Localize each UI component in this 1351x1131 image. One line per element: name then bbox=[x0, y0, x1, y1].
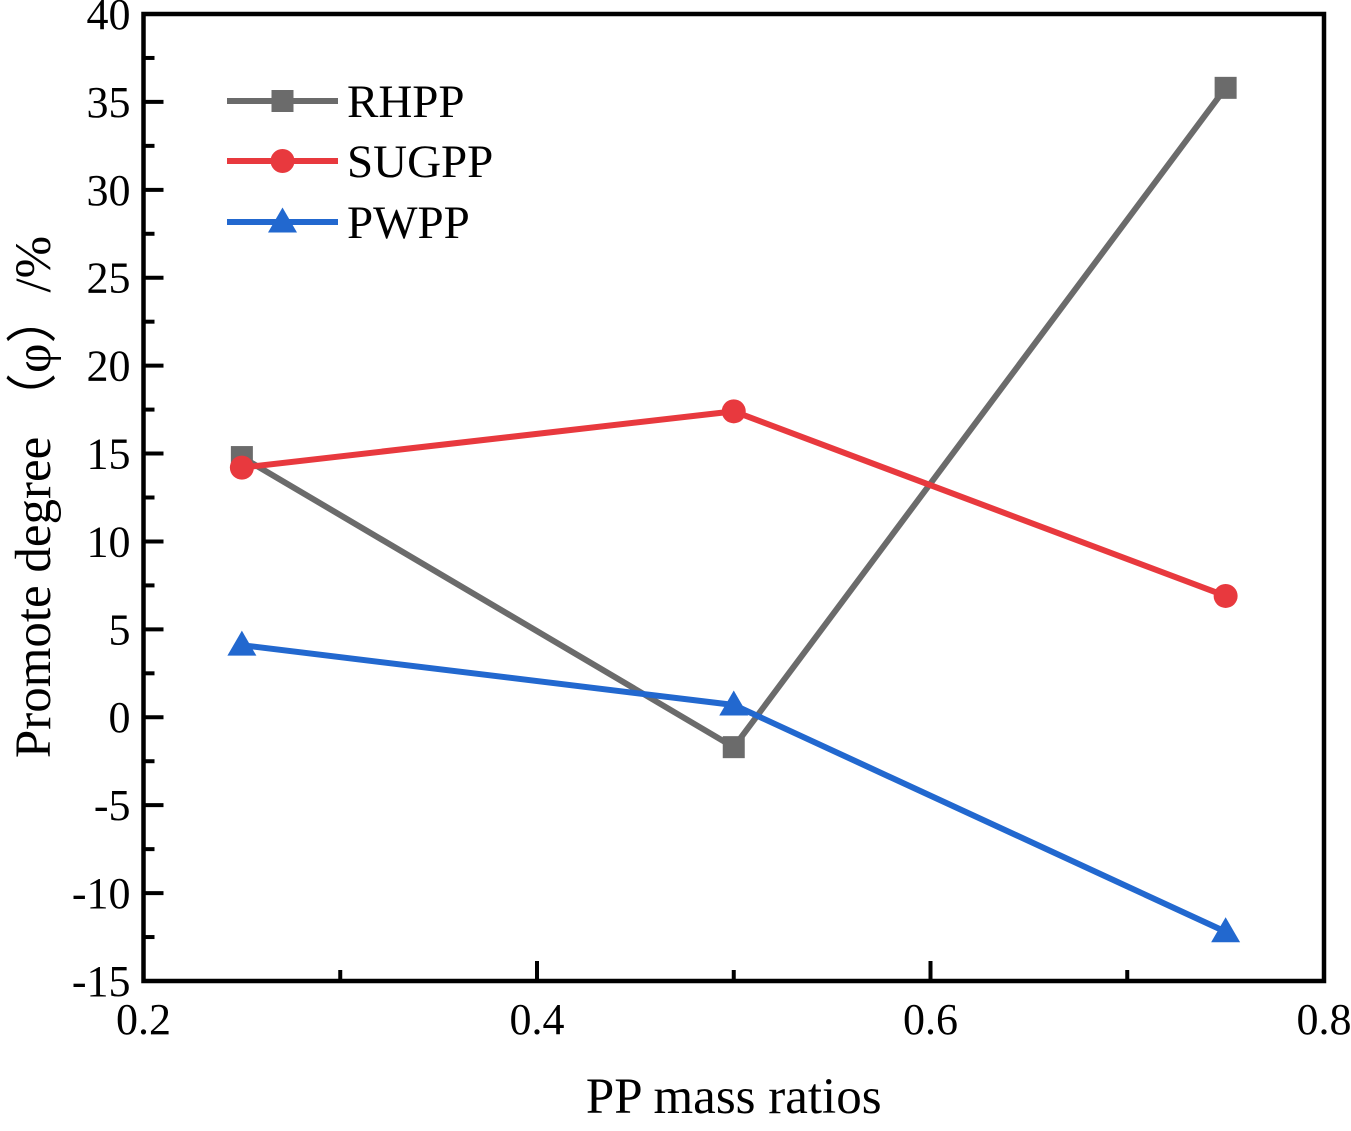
legend-marker-circle bbox=[270, 149, 295, 173]
series-pwpp bbox=[227, 630, 1241, 943]
x-tick-label: 0.6 bbox=[903, 995, 958, 1044]
legend-item-pwpp: PWPP bbox=[227, 197, 470, 249]
y-tick-label: 15 bbox=[87, 430, 131, 479]
x-axis-title: PP mass ratios bbox=[586, 1069, 882, 1125]
legend-item-sugpp: SUGPP bbox=[227, 136, 493, 188]
y-tick-label: 0 bbox=[109, 693, 131, 742]
y-tick-label: 30 bbox=[87, 166, 131, 215]
y-tick-label: 10 bbox=[87, 517, 131, 566]
x-tick-label: 0.8 bbox=[1297, 995, 1351, 1044]
y-axis-title: Promote degree （φ）/% bbox=[6, 236, 62, 758]
series-sugpp bbox=[229, 399, 1238, 608]
legend-item-rhpp: RHPP bbox=[227, 76, 465, 128]
data-point-marker-pwpp bbox=[1211, 917, 1241, 943]
x-tick-label: 0.4 bbox=[510, 995, 565, 1044]
y-tick-label: -5 bbox=[94, 781, 131, 830]
data-point-marker-pwpp bbox=[227, 630, 257, 656]
data-point-marker-sugpp bbox=[229, 455, 254, 480]
legend-label: RHPP bbox=[347, 76, 465, 128]
y-tick-label: 20 bbox=[87, 342, 131, 391]
y-tick-label: -15 bbox=[72, 957, 131, 1006]
legend-label: SUGPP bbox=[347, 136, 493, 188]
y-tick-label: 5 bbox=[109, 605, 131, 654]
data-point-marker-pwpp bbox=[719, 690, 749, 716]
data-point-marker-sugpp bbox=[1213, 583, 1238, 608]
y-tick-label: 40 bbox=[87, 0, 131, 39]
data-point-marker-rhpp bbox=[722, 736, 745, 759]
y-tick-label: 35 bbox=[87, 78, 131, 127]
legend-marker-square bbox=[271, 90, 294, 112]
y-tick-label: -10 bbox=[72, 869, 131, 918]
x-tick-label: 0.2 bbox=[116, 995, 171, 1044]
legend-label: PWPP bbox=[347, 197, 470, 249]
legend-marker-triangle bbox=[268, 207, 297, 233]
data-point-marker-rhpp bbox=[1214, 76, 1237, 99]
legend: RHPP SUGPP PWPP bbox=[227, 76, 493, 249]
y-tick-label: 25 bbox=[87, 254, 131, 303]
data-point-marker-sugpp bbox=[721, 399, 746, 424]
